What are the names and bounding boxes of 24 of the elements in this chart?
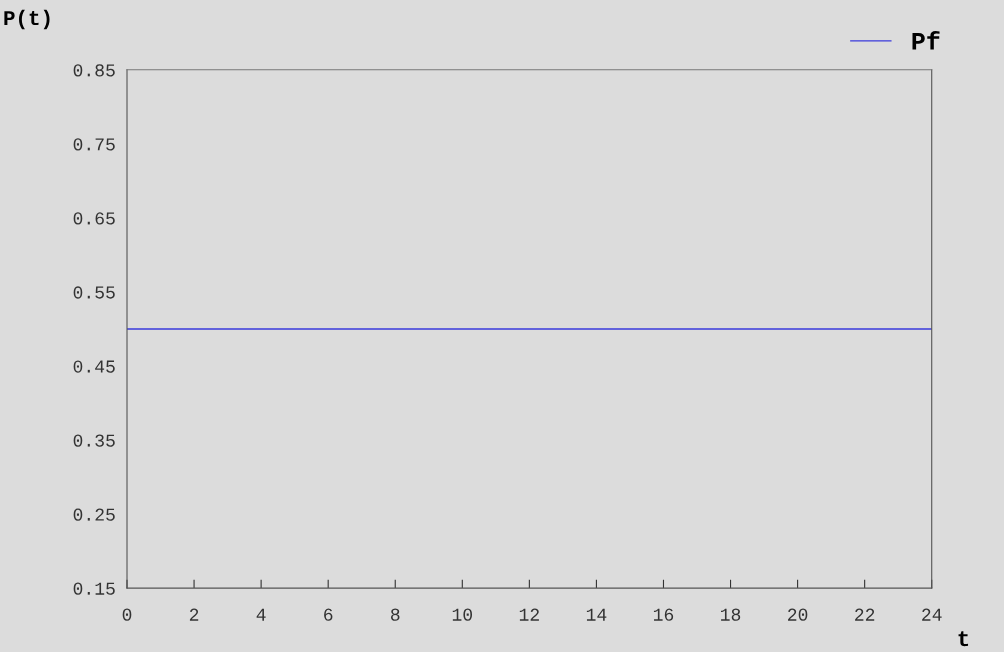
y-tick-label: 0.65	[73, 212, 115, 225]
x-tick-label: 18	[721, 608, 741, 621]
x-axis-title: t	[958, 631, 969, 647]
x-tick-label: 16	[653, 608, 674, 621]
x-tick-label: 24	[922, 608, 942, 621]
y-tick-label: 0.45	[73, 360, 115, 373]
y-tick-label: 0.75	[73, 138, 115, 151]
legend-label: Pf	[912, 31, 940, 50]
y-tick-label: 0.15	[73, 582, 115, 595]
y-tick-label: 0.35	[73, 434, 115, 447]
x-tick-label: 0	[122, 608, 132, 621]
y-tick-label: 0.55	[73, 286, 115, 299]
x-tick-label: 20	[788, 608, 808, 621]
x-tick-label: 14	[586, 608, 607, 621]
x-tick-label: 8	[391, 608, 400, 621]
x-tick-label: 2	[189, 608, 199, 621]
x-tick-label: 4	[256, 608, 266, 621]
y-tick-label: 0.25	[73, 508, 115, 521]
x-tick-label: 22	[855, 608, 875, 621]
x-tick-label: 6	[324, 608, 333, 621]
x-tick-label: 10	[452, 608, 473, 621]
y-tick-label: 0.85	[73, 64, 115, 77]
y-axis-title: P(t)	[4, 9, 50, 30]
x-tick-label: 12	[519, 608, 539, 621]
